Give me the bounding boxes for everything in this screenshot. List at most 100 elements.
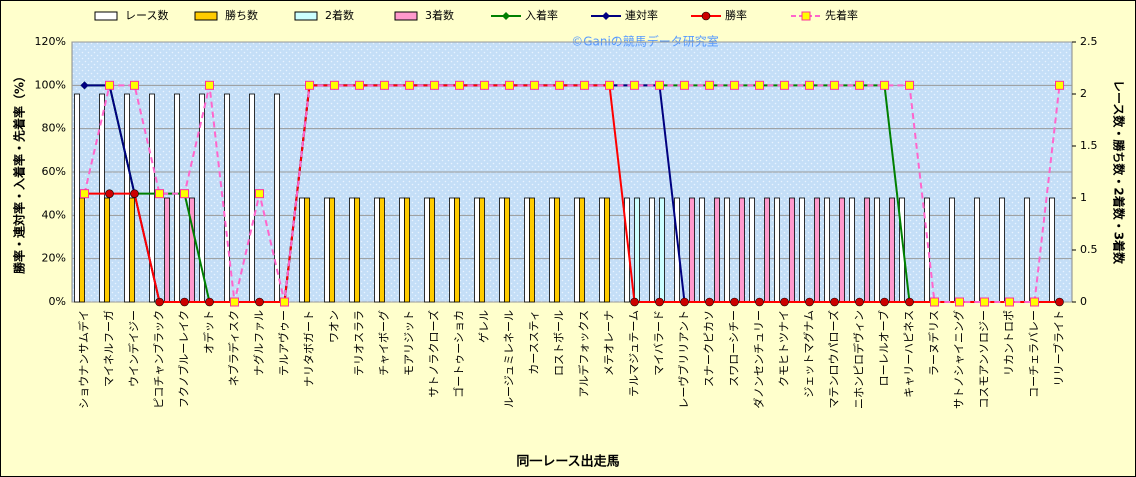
line-marker bbox=[730, 297, 739, 307]
x-tick-label: スワローシチー bbox=[728, 310, 741, 387]
x-tick-label: チャイボーグ bbox=[377, 310, 391, 376]
line-marker bbox=[1030, 297, 1039, 307]
y-tick-label: 40% bbox=[42, 208, 66, 221]
bar bbox=[499, 197, 505, 303]
bar bbox=[749, 197, 755, 303]
x-tick-label: キャリーハピネス bbox=[903, 310, 916, 398]
x-tick-label: マイバラード bbox=[653, 310, 666, 376]
bar bbox=[449, 197, 455, 303]
y2-tick-label: 1 bbox=[1080, 191, 1087, 204]
line-marker bbox=[580, 80, 589, 90]
bar bbox=[479, 197, 485, 303]
y-tick-label: 120% bbox=[35, 35, 66, 48]
x-tick-label: フクノブルーレイク bbox=[177, 310, 191, 408]
line-marker bbox=[480, 80, 489, 90]
bar bbox=[124, 93, 130, 303]
line-marker bbox=[130, 189, 139, 198]
legend-label: レース数 bbox=[125, 9, 168, 22]
legend-marker bbox=[502, 12, 510, 20]
bar bbox=[1024, 197, 1030, 303]
x-tick-label: マテンロウパローズ bbox=[827, 310, 841, 408]
bar bbox=[814, 197, 820, 303]
x-tick-label: ロストボール bbox=[553, 310, 566, 376]
bar bbox=[599, 197, 605, 303]
bar bbox=[634, 197, 640, 303]
line-marker bbox=[155, 297, 164, 307]
line-marker bbox=[805, 80, 814, 90]
line-marker bbox=[155, 189, 164, 199]
bar bbox=[789, 197, 795, 303]
line-marker bbox=[705, 297, 714, 307]
line-marker bbox=[830, 297, 839, 307]
line-marker bbox=[755, 80, 764, 90]
bar bbox=[299, 197, 305, 303]
bar bbox=[249, 93, 255, 303]
x-tick-label: ニホンピロデヴィン bbox=[852, 310, 866, 409]
bar bbox=[579, 197, 585, 303]
line-marker bbox=[605, 80, 614, 90]
bar bbox=[74, 93, 80, 303]
y2-tick-label: 2 bbox=[1080, 87, 1087, 100]
x-tick-label: リリーブライト bbox=[1052, 310, 1066, 386]
bar bbox=[554, 197, 560, 303]
x-tick-label: ジェットマグナム bbox=[802, 310, 816, 398]
y-tick-label: 0% bbox=[49, 295, 66, 308]
line-marker bbox=[405, 80, 414, 90]
legend-label: 入着率 bbox=[525, 8, 558, 22]
line-marker bbox=[855, 80, 864, 90]
legend-label: 2着数 bbox=[325, 8, 354, 22]
line-marker bbox=[80, 189, 89, 199]
x-tick-label: ラーヌデリス bbox=[927, 310, 941, 376]
x-tick-label: ローレルオーブ bbox=[877, 310, 891, 386]
bar bbox=[379, 197, 385, 303]
line-marker bbox=[205, 80, 214, 90]
bar bbox=[774, 197, 780, 303]
legend-swatch bbox=[194, 11, 218, 21]
bar bbox=[604, 197, 610, 303]
legend-label: 先着率 bbox=[825, 8, 858, 22]
line-marker bbox=[755, 297, 764, 307]
bar bbox=[659, 197, 665, 303]
bar bbox=[504, 197, 510, 303]
line-marker bbox=[880, 297, 889, 307]
line-marker bbox=[80, 81, 89, 90]
x-tick-label: オデット bbox=[202, 310, 216, 354]
bar bbox=[104, 197, 110, 303]
line-marker bbox=[430, 80, 439, 90]
x-tick-label: カーススティ bbox=[528, 310, 541, 375]
x-tick-label: ショウナンサムデイ bbox=[77, 310, 91, 409]
y2-tick-label: 2.5 bbox=[1080, 35, 1098, 48]
bar bbox=[424, 197, 430, 303]
bar bbox=[949, 197, 955, 303]
x-tick-label: ルージュミレネール bbox=[503, 310, 516, 408]
bar bbox=[304, 197, 310, 303]
bar bbox=[839, 197, 845, 303]
line-marker bbox=[830, 80, 839, 90]
line-marker bbox=[780, 297, 789, 307]
x-tick-label: サトノラクローズ bbox=[427, 310, 441, 397]
y-tick-label: 80% bbox=[42, 122, 66, 135]
y-tick-label: 20% bbox=[42, 252, 66, 265]
bar bbox=[889, 197, 895, 303]
bar bbox=[149, 93, 155, 303]
bar bbox=[824, 197, 830, 303]
line-marker bbox=[780, 80, 789, 90]
x-tick-label: ワオン bbox=[328, 310, 341, 343]
line-marker bbox=[255, 189, 264, 199]
line-marker bbox=[280, 297, 289, 307]
bar bbox=[699, 197, 705, 303]
line-marker bbox=[205, 297, 214, 307]
bar bbox=[354, 197, 360, 303]
line-marker bbox=[655, 80, 664, 90]
y2-tick-label: 1.5 bbox=[1080, 139, 1098, 152]
x-tick-label: モアリジット bbox=[403, 310, 416, 376]
bar bbox=[724, 197, 730, 303]
x-axis-title: 同一レース出走馬 bbox=[516, 454, 619, 470]
line-marker bbox=[130, 80, 139, 90]
bar bbox=[454, 197, 460, 303]
y2-tick-label: 0 bbox=[1080, 295, 1087, 308]
line-marker bbox=[180, 297, 189, 307]
bar bbox=[374, 197, 380, 303]
